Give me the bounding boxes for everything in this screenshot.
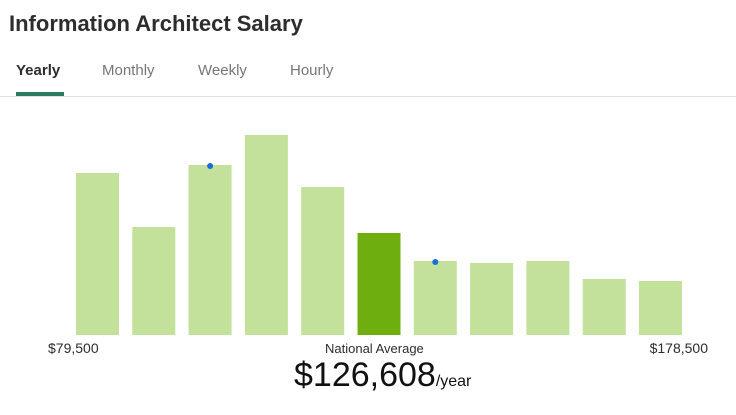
tab-bar: Yearly Monthly Weekly Hourly	[0, 58, 736, 97]
axis-mid-label: National Average	[325, 341, 424, 356]
bar-marker-dot	[207, 163, 214, 169]
tab-weekly[interactable]: Weekly	[198, 62, 247, 79]
tab-monthly[interactable]: Monthly	[102, 62, 155, 79]
histogram-bar	[132, 227, 176, 335]
histogram-bar	[301, 187, 345, 335]
average-salary-unit: /year	[435, 373, 472, 390]
histogram-bar	[470, 263, 514, 335]
histogram-bar	[582, 279, 626, 335]
histogram-bar	[413, 261, 457, 335]
salary-distribution-chart	[76, 135, 682, 335]
bar-marker-dot	[432, 259, 439, 265]
tab-yearly[interactable]: Yearly	[16, 62, 61, 79]
histogram-bar	[244, 135, 288, 335]
histogram-bar	[188, 165, 232, 335]
tab-hourly[interactable]: Hourly	[290, 62, 334, 79]
active-tab-indicator	[16, 92, 64, 96]
histogram-bar	[639, 281, 682, 335]
histogram-bar	[76, 173, 119, 335]
national-average: $126,608/year	[294, 356, 471, 395]
histogram-bar	[526, 261, 570, 335]
average-salary-value: $126,608	[294, 356, 436, 394]
page-title: Information Architect Salary	[9, 11, 303, 36]
histogram-bar-national-average	[357, 233, 401, 335]
axis-min-label: $79,500	[48, 340, 99, 356]
axis-max-label: $178,500	[649, 340, 708, 356]
